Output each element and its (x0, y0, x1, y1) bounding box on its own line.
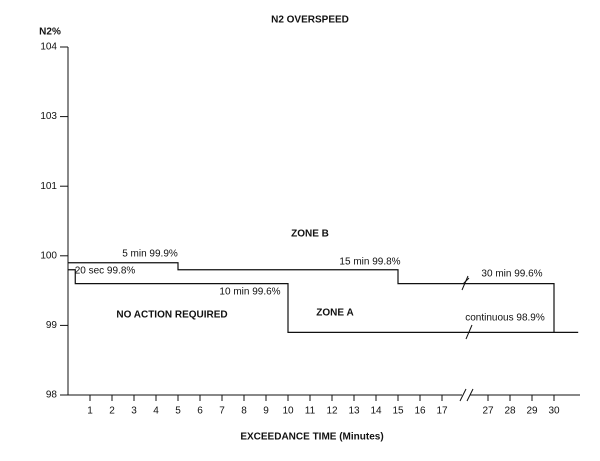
boundary-line (68, 262, 555, 333)
x-tick-label: 8 (241, 406, 247, 417)
x-tick-label: 27 (482, 406, 494, 417)
annotation: 20 sec 99.8% (75, 266, 136, 277)
x-tick-label: 30 (548, 406, 560, 417)
chart-title: N2 OVERSPEED (271, 15, 349, 26)
annotation: 10 min 99.6% (219, 287, 280, 298)
axis-break (459, 388, 474, 402)
x-tick-label: 5 (175, 406, 181, 417)
y-tick-label: 98 (46, 390, 58, 401)
x-tick-label: 28 (504, 406, 516, 417)
x-tick-label: 4 (153, 406, 159, 417)
x-tick-label: 1 (87, 406, 93, 417)
x-tick-label: 17 (436, 406, 448, 417)
x-tick-label: 16 (414, 406, 426, 417)
y-tick-label: 101 (40, 181, 57, 192)
y-tick-label: 100 (40, 250, 57, 261)
x-tick-label: 13 (348, 406, 360, 417)
x-tick-label: 6 (197, 406, 203, 417)
annotation: 5 min 99.9% (122, 249, 178, 260)
annotation: NO ACTION REQUIRED (116, 310, 227, 321)
y-tick-label: 104 (40, 42, 57, 53)
x-tick-label: 15 (392, 406, 404, 417)
x-tick-label: 12 (326, 406, 338, 417)
x-axis-label: EXCEEDANCE TIME (Minutes) (240, 432, 383, 443)
y-tick-label: 103 (40, 111, 57, 122)
y-axis-label: N2% (39, 27, 61, 38)
x-tick-label: 7 (219, 406, 225, 417)
x-tick-label: 14 (370, 406, 382, 417)
annotation: 30 min 99.6% (481, 269, 542, 280)
line-break (461, 275, 473, 340)
boundary-line (68, 269, 579, 333)
x-tick-label: 3 (131, 406, 137, 417)
x-tick-label: 29 (526, 406, 538, 417)
annotation: 15 min 99.8% (339, 257, 400, 268)
annotation: ZONE A (316, 308, 353, 319)
x-tick-label: 11 (305, 406, 316, 417)
x-tick-label: 9 (263, 406, 269, 417)
annotation: ZONE B (291, 229, 329, 240)
x-tick-label: 10 (282, 406, 294, 417)
y-tick-label: 99 (46, 320, 58, 331)
x-tick-label: 2 (109, 406, 115, 417)
axes (67, 47, 580, 396)
annotation: continuous 98.9% (465, 313, 545, 324)
